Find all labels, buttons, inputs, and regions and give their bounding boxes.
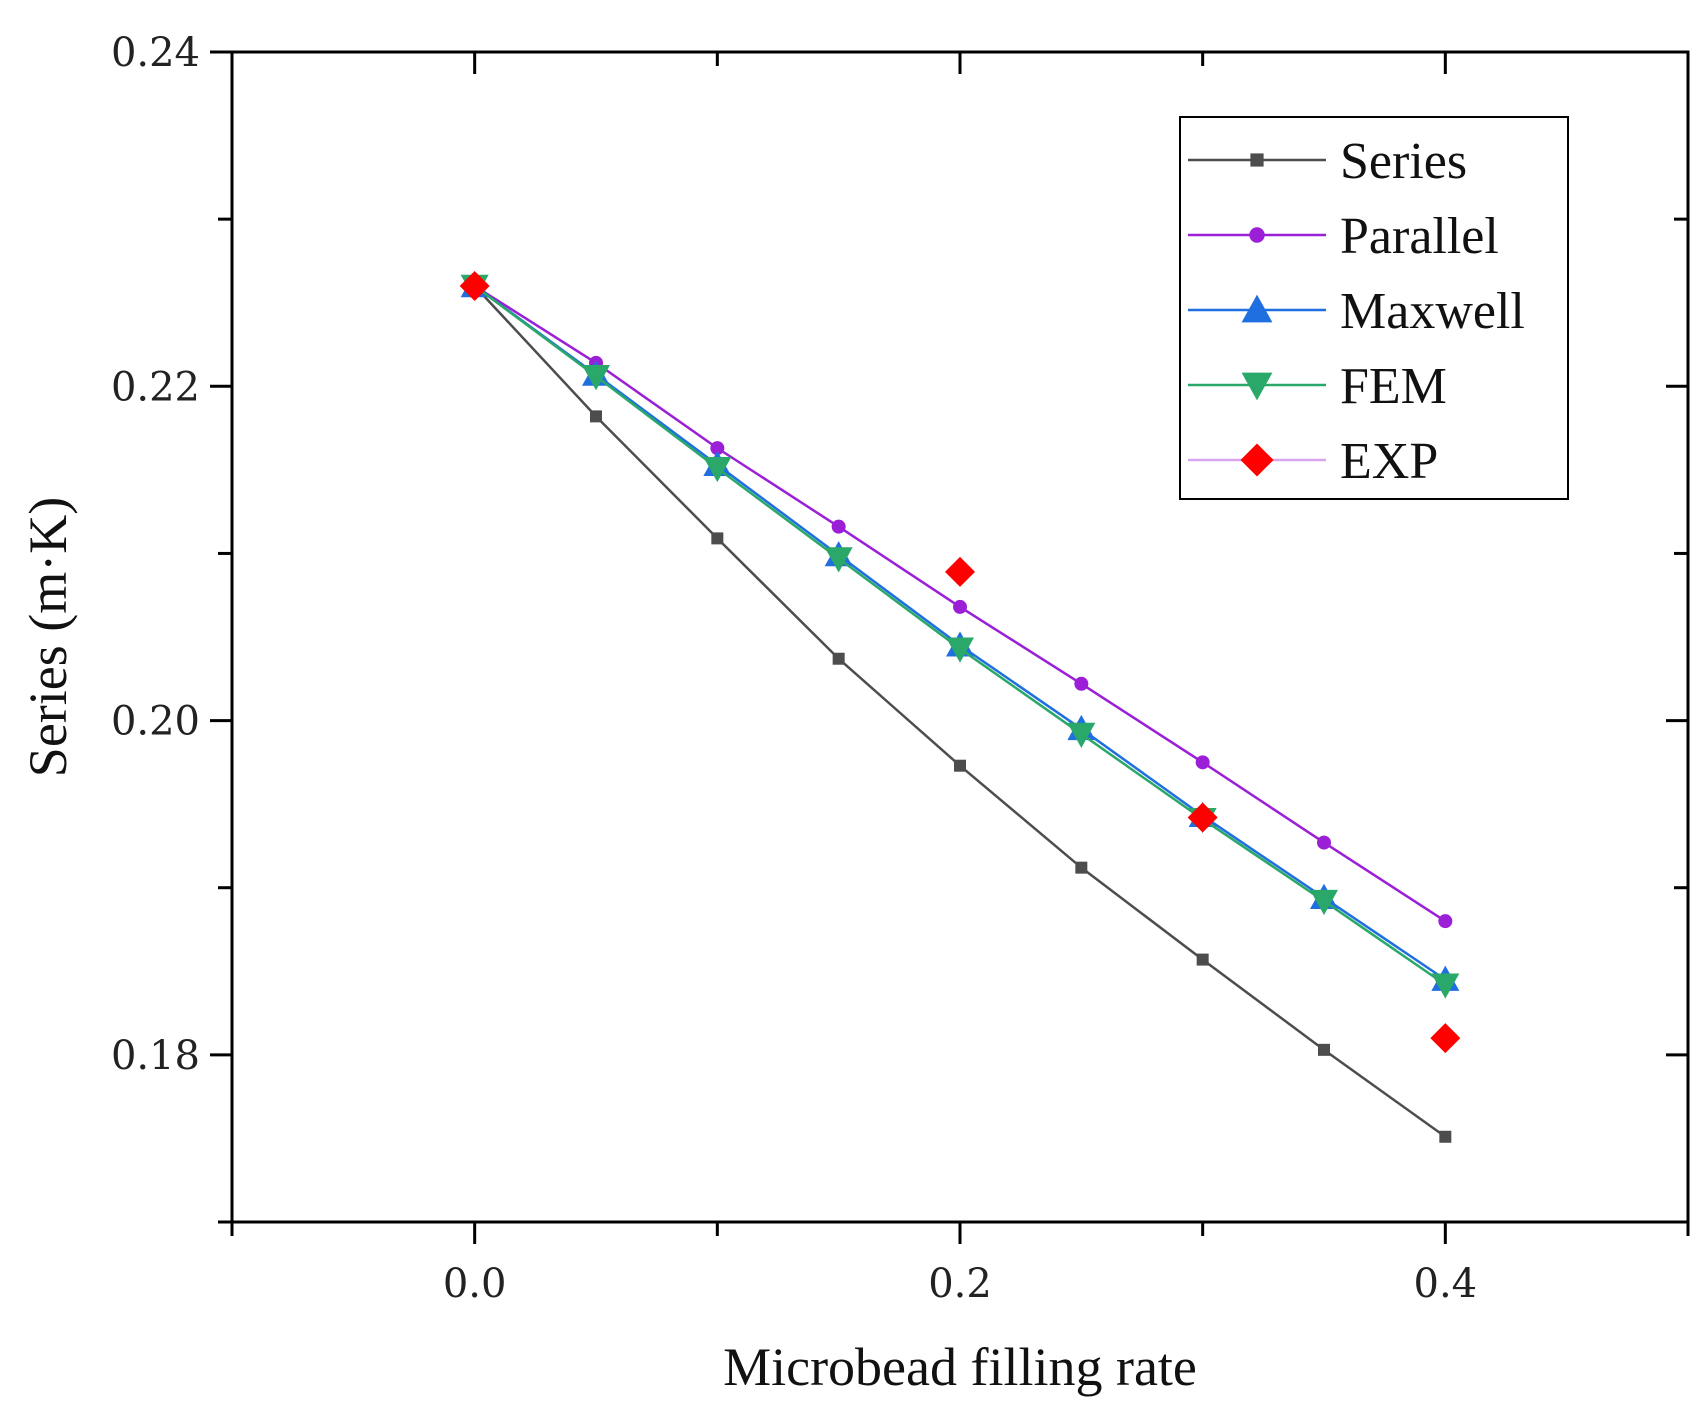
legend-label-maxwell: Maxwell (1340, 283, 1525, 340)
point-exp (1187, 802, 1218, 833)
point-fem (824, 547, 853, 573)
point-parallel (1438, 914, 1453, 929)
point-fem (703, 456, 732, 483)
legend-marker-fem (1241, 372, 1273, 401)
point-fem (1310, 889, 1338, 916)
legend: Series Parallel Maxwell FEM EXP (1179, 116, 1569, 500)
legend-label-series: Series (1340, 133, 1467, 190)
point-parallel (953, 599, 967, 614)
point-exp (945, 556, 975, 587)
point-parallel (1317, 835, 1331, 850)
legend-label-parallel: Parallel (1340, 208, 1499, 265)
x-tick-label: 0.4 (1414, 1261, 1478, 1307)
legend-marker-series (1250, 153, 1264, 167)
legend-marker-exp (1240, 443, 1274, 477)
point-series (954, 759, 966, 772)
series-exp (459, 271, 1461, 1054)
point-fem (582, 365, 610, 391)
y-tick-label: 0.18 (111, 1033, 200, 1079)
tick-labels: 0.0 0.2 0.4 0.18 0.20 0.22 0.24 (111, 30, 1477, 1307)
point-exp (1430, 1023, 1461, 1054)
point-series (1196, 953, 1209, 966)
point-fem (946, 637, 974, 663)
point-fem (1431, 973, 1460, 999)
point-series (711, 532, 724, 545)
point-exp (459, 271, 490, 301)
point-fem (1067, 722, 1096, 748)
point-parallel (1195, 755, 1210, 770)
point-series (590, 410, 602, 423)
x-tick-label: 0.2 (928, 1261, 992, 1307)
legend-label-fem: FEM (1340, 358, 1447, 415)
y-tick-label: 0.24 (111, 30, 200, 76)
legend-label-exp: EXP (1340, 433, 1438, 490)
series-layer (459, 271, 1461, 1143)
y-axis-title: Series (m·K) (18, 497, 78, 777)
y-tick-label: 0.22 (111, 364, 200, 410)
axis-ticks (210, 50, 1690, 1244)
point-series (1318, 1043, 1330, 1056)
point-series (1075, 861, 1088, 874)
legend-marker-maxwell (1241, 294, 1273, 323)
x-tick-label: 0.0 (443, 1261, 507, 1307)
point-parallel (710, 441, 725, 456)
y-tick-label: 0.20 (111, 699, 200, 745)
point-parallel (831, 519, 846, 534)
legend-box (1179, 116, 1569, 500)
point-series (1439, 1130, 1452, 1143)
point-series (832, 652, 845, 665)
legend-marker-parallel (1249, 227, 1265, 243)
x-axis-title: Microbead filling rate (723, 1337, 1197, 1397)
point-parallel (1074, 676, 1089, 691)
